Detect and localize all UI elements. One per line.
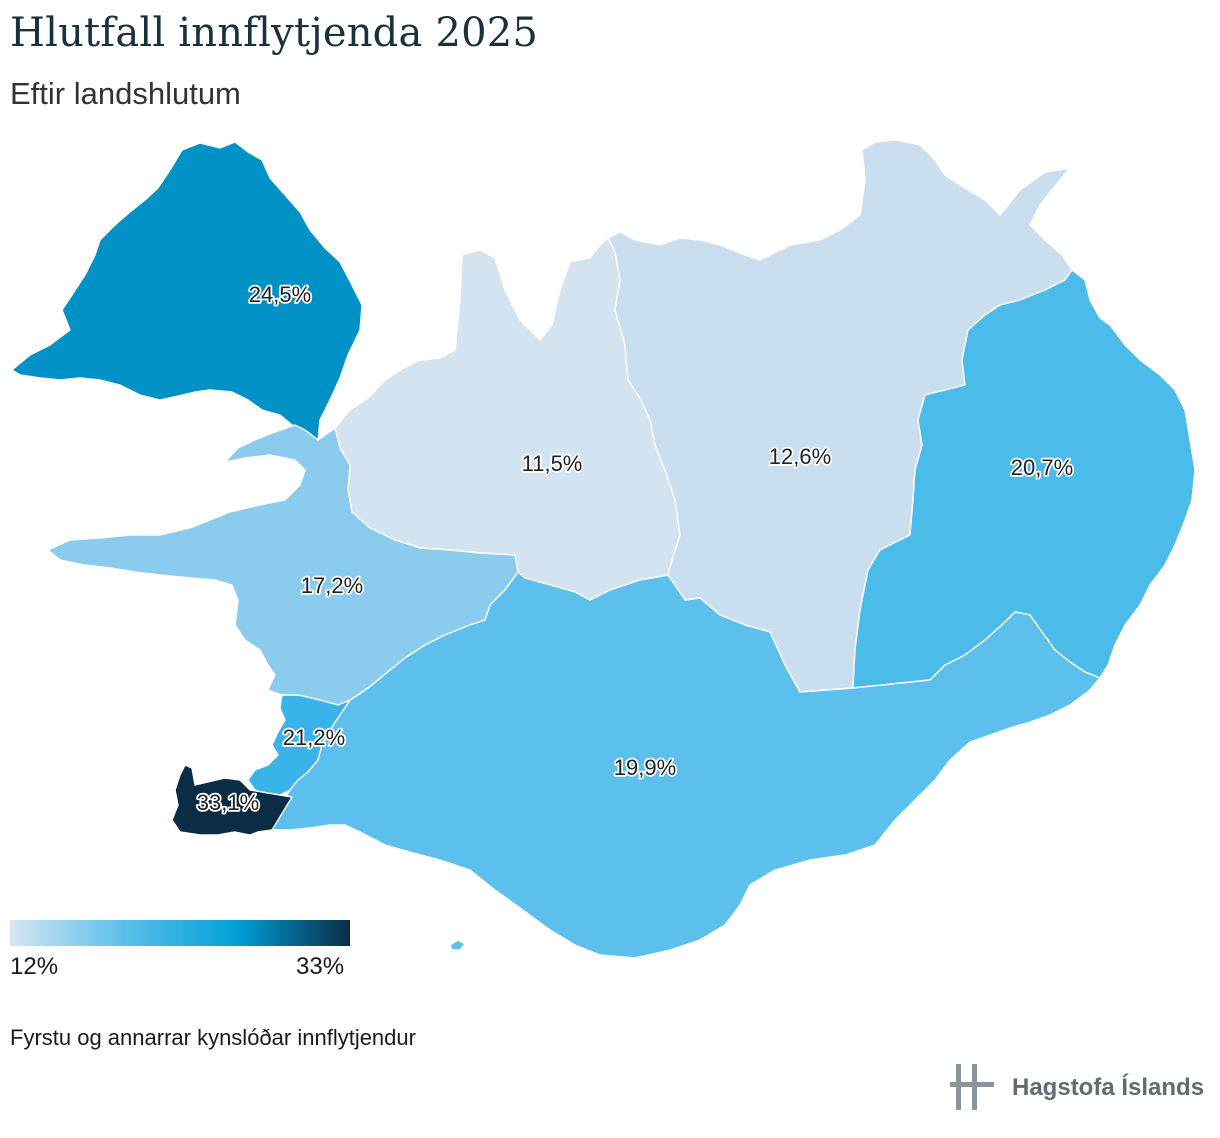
region-label-vestfirdir: 24,5% bbox=[249, 282, 311, 307]
region-sudurland[interactable] bbox=[267, 571, 1101, 959]
legend-min-label: 12% bbox=[10, 953, 59, 980]
region-label-nordurland-eystra: 12,6% bbox=[769, 444, 831, 469]
footnote: Fyrstu og annarrar kynslóðar innflytjend… bbox=[10, 1025, 416, 1050]
brand-logo[interactable]: Hagstofa Íslands bbox=[950, 1062, 1210, 1112]
region-label-nordurland-vestra: 11,5% bbox=[522, 451, 583, 476]
region-vestfirdir[interactable] bbox=[11, 141, 363, 441]
region-vestmannaeyjar-islet bbox=[449, 939, 466, 951]
hagstofa-logo-icon bbox=[950, 1064, 994, 1110]
chart-subtitle: Eftir landshlutum bbox=[10, 76, 241, 111]
region-label-austurland: 20,7% bbox=[1011, 455, 1073, 480]
region-label-hofudborgarsvaedid: 21,2% bbox=[283, 725, 345, 750]
chart-title: Hlutfall innflytjenda 2025 bbox=[10, 10, 539, 56]
region-hofudborgarsvaedid[interactable] bbox=[247, 694, 351, 796]
legend-color-scale bbox=[10, 920, 350, 946]
region-label-vesturland: 17,2% bbox=[301, 573, 363, 598]
brand-name: Hagstofa Íslands bbox=[1012, 1074, 1205, 1101]
region-label-sudurnes: 33,1% bbox=[197, 790, 259, 815]
region-label-sudurland: 19,9% bbox=[614, 755, 676, 780]
region-sudurnes[interactable] bbox=[171, 764, 293, 836]
region-vesturland[interactable] bbox=[47, 424, 519, 706]
legend-max-label: 33% bbox=[296, 953, 345, 980]
